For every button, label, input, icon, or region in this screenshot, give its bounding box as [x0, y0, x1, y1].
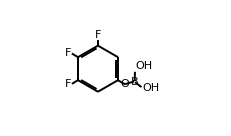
- Text: OH: OH: [135, 61, 152, 71]
- Text: B: B: [130, 77, 138, 87]
- Text: F: F: [65, 49, 71, 58]
- Text: O: O: [119, 79, 128, 89]
- Text: OH: OH: [142, 83, 159, 92]
- Text: F: F: [65, 79, 71, 89]
- Text: F: F: [94, 30, 101, 40]
